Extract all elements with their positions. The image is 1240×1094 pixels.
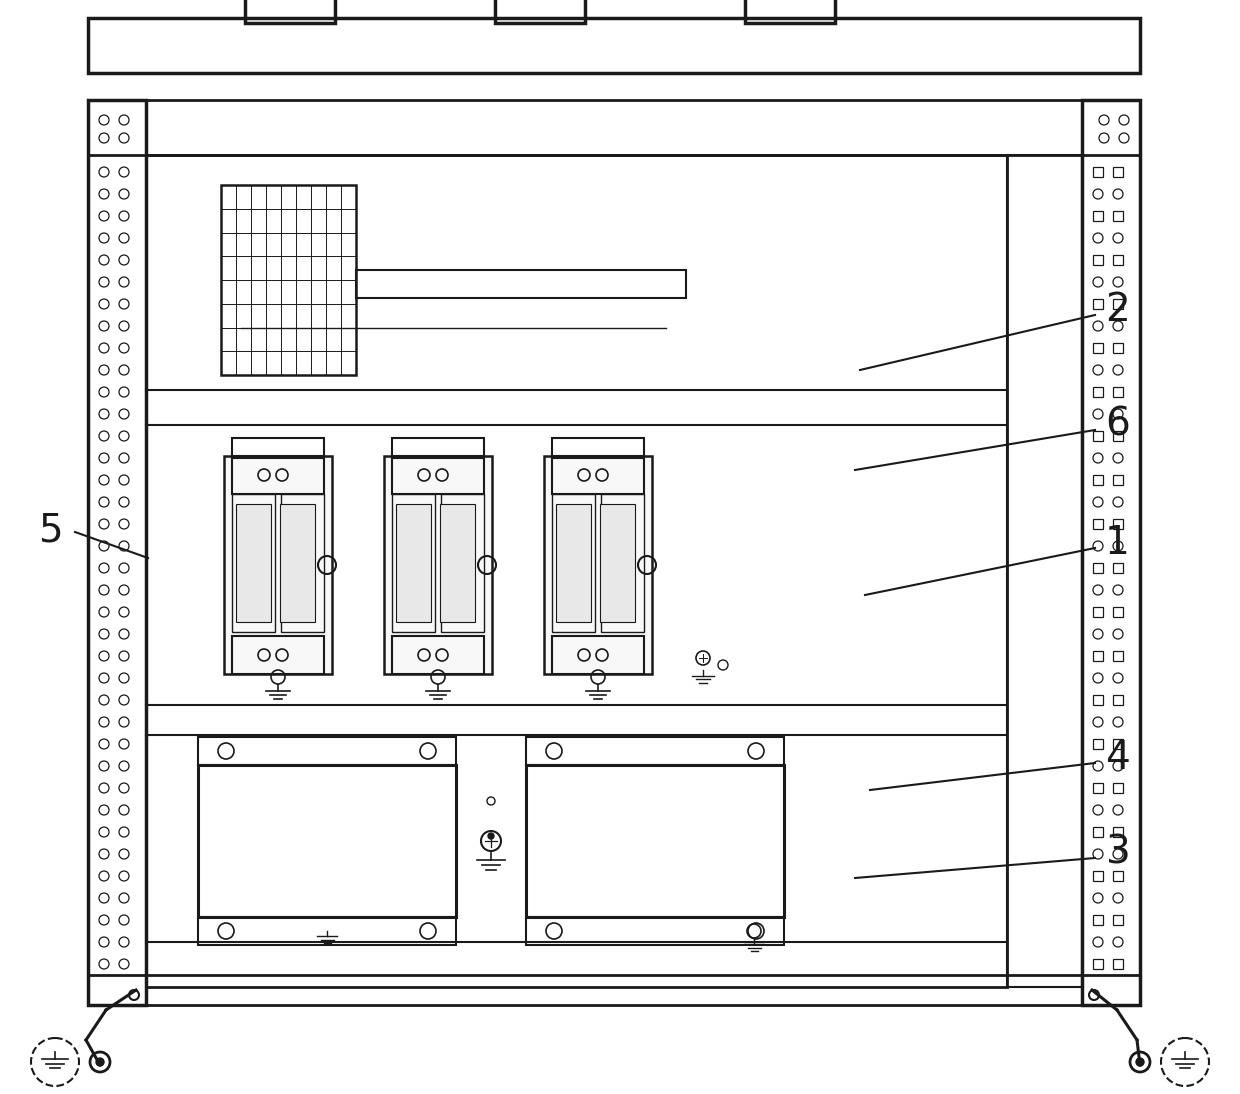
Bar bbox=[1114, 211, 1123, 221]
Bar bbox=[1092, 740, 1104, 749]
Bar bbox=[440, 504, 475, 622]
Bar bbox=[1092, 651, 1104, 661]
Bar bbox=[1114, 255, 1123, 265]
Bar bbox=[232, 438, 324, 458]
Bar bbox=[1092, 431, 1104, 441]
Bar bbox=[552, 494, 595, 632]
Bar bbox=[198, 765, 456, 917]
Bar bbox=[232, 636, 324, 674]
Bar bbox=[1092, 607, 1104, 617]
Bar bbox=[495, 0, 585, 23]
Bar bbox=[1092, 211, 1104, 221]
Bar bbox=[1092, 959, 1104, 969]
Bar bbox=[88, 100, 146, 1005]
Bar bbox=[552, 636, 644, 674]
Bar bbox=[1114, 871, 1123, 881]
Text: 1: 1 bbox=[1105, 524, 1130, 562]
Bar bbox=[281, 494, 324, 632]
Text: 5: 5 bbox=[38, 511, 63, 549]
Bar bbox=[1092, 299, 1104, 309]
Bar bbox=[1114, 651, 1123, 661]
Bar bbox=[1114, 431, 1123, 441]
Bar bbox=[1114, 915, 1123, 926]
Bar bbox=[356, 270, 686, 298]
Bar bbox=[600, 504, 635, 622]
Bar bbox=[745, 0, 835, 23]
Bar bbox=[1092, 871, 1104, 881]
Bar bbox=[1114, 519, 1123, 529]
Bar bbox=[1092, 519, 1104, 529]
Bar bbox=[1092, 255, 1104, 265]
Bar bbox=[198, 917, 456, 945]
Bar bbox=[88, 975, 1140, 1005]
Bar bbox=[552, 438, 644, 458]
Bar bbox=[1114, 344, 1123, 353]
Bar bbox=[392, 438, 484, 458]
Bar bbox=[1114, 167, 1123, 177]
Bar bbox=[1092, 387, 1104, 397]
Bar bbox=[1092, 915, 1104, 926]
Bar bbox=[232, 456, 324, 494]
Bar bbox=[1114, 475, 1123, 485]
Bar bbox=[88, 100, 1140, 155]
Circle shape bbox=[1136, 1058, 1145, 1066]
Bar bbox=[232, 494, 275, 632]
Bar bbox=[221, 185, 356, 375]
Bar bbox=[1092, 167, 1104, 177]
Bar bbox=[1007, 155, 1083, 987]
Bar bbox=[1114, 959, 1123, 969]
Bar bbox=[1092, 563, 1104, 573]
Bar bbox=[280, 504, 315, 622]
Bar bbox=[246, 0, 335, 23]
Bar bbox=[1114, 740, 1123, 749]
Bar bbox=[1114, 783, 1123, 793]
Bar bbox=[396, 504, 432, 622]
Bar bbox=[526, 765, 784, 917]
Bar bbox=[552, 456, 644, 494]
Bar bbox=[526, 737, 784, 765]
Bar bbox=[1092, 827, 1104, 837]
Text: 6: 6 bbox=[1105, 406, 1130, 444]
Bar bbox=[1114, 827, 1123, 837]
Bar bbox=[1092, 475, 1104, 485]
Bar bbox=[392, 494, 435, 632]
Text: 2: 2 bbox=[1105, 291, 1130, 329]
Circle shape bbox=[489, 833, 494, 839]
Bar bbox=[1092, 344, 1104, 353]
Bar bbox=[1114, 299, 1123, 309]
Bar bbox=[544, 456, 652, 674]
Bar bbox=[556, 504, 591, 622]
Bar bbox=[198, 737, 456, 765]
Text: 3: 3 bbox=[1105, 834, 1130, 872]
Bar bbox=[1114, 695, 1123, 705]
Bar bbox=[1114, 387, 1123, 397]
Bar bbox=[224, 456, 332, 674]
Bar bbox=[1092, 783, 1104, 793]
Bar bbox=[392, 636, 484, 674]
Bar bbox=[526, 917, 784, 945]
Bar bbox=[146, 155, 1007, 987]
Text: 4: 4 bbox=[1105, 740, 1130, 777]
Bar bbox=[392, 456, 484, 494]
Bar bbox=[236, 504, 272, 622]
Bar bbox=[384, 456, 492, 674]
Bar bbox=[1114, 563, 1123, 573]
Bar bbox=[601, 494, 644, 632]
Bar bbox=[88, 18, 1140, 73]
Circle shape bbox=[95, 1058, 104, 1066]
Bar bbox=[1114, 607, 1123, 617]
Bar bbox=[1083, 100, 1140, 1005]
Bar bbox=[1092, 695, 1104, 705]
Bar bbox=[441, 494, 484, 632]
